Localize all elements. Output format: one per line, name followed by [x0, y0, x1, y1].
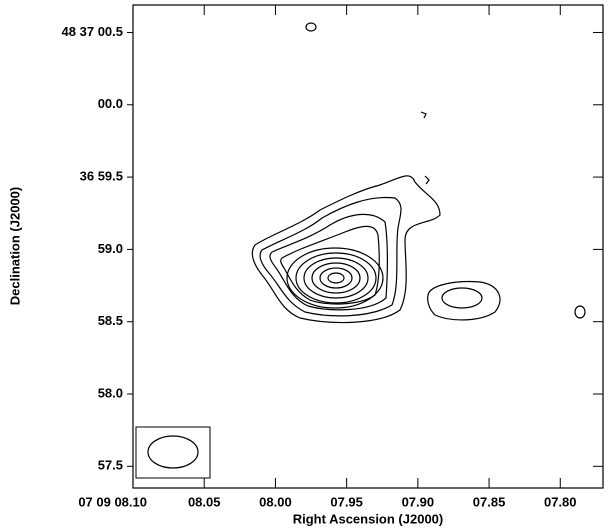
contour	[427, 280, 501, 321]
y-tick-label: 58.5	[98, 313, 123, 328]
x-tick-label: 07.85	[473, 494, 506, 509]
contour	[286, 247, 384, 309]
y-tick-label: 59.0	[98, 241, 123, 256]
y-tick-label: 48 37 00.5	[62, 24, 123, 39]
x-tick-label: 07.90	[402, 494, 435, 509]
plot-frame	[132, 4, 604, 489]
contour	[311, 262, 361, 294]
x-tick-label: 08.00	[259, 494, 292, 509]
contour	[303, 257, 369, 299]
contour	[319, 267, 353, 289]
y-tick-label: 57.5	[98, 458, 123, 473]
contour	[259, 196, 402, 317]
y-tick-label: 00.0	[98, 96, 123, 111]
y-tick-label: 36 59.5	[80, 169, 123, 184]
contour	[305, 22, 317, 32]
y-axis-label: Declination (J2000)	[7, 187, 22, 306]
x-tick-label: 07 09 08.10	[78, 494, 147, 509]
contour	[295, 252, 377, 304]
x-tick-label: 07.80	[544, 494, 577, 509]
contour	[327, 272, 345, 284]
x-tick-label: 08.05	[188, 494, 221, 509]
contour	[424, 175, 430, 185]
contour	[420, 111, 427, 119]
contour	[441, 287, 483, 309]
contour	[269, 213, 388, 311]
contours	[251, 22, 586, 324]
x-axis-label: Right Ascension (J2000)	[293, 511, 444, 526]
beam-box	[135, 426, 211, 479]
contour	[574, 305, 586, 319]
beam	[147, 435, 199, 469]
y-tick-label: 58.0	[98, 385, 123, 400]
x-tick-label: 07.95	[330, 494, 363, 509]
contour	[251, 175, 441, 324]
